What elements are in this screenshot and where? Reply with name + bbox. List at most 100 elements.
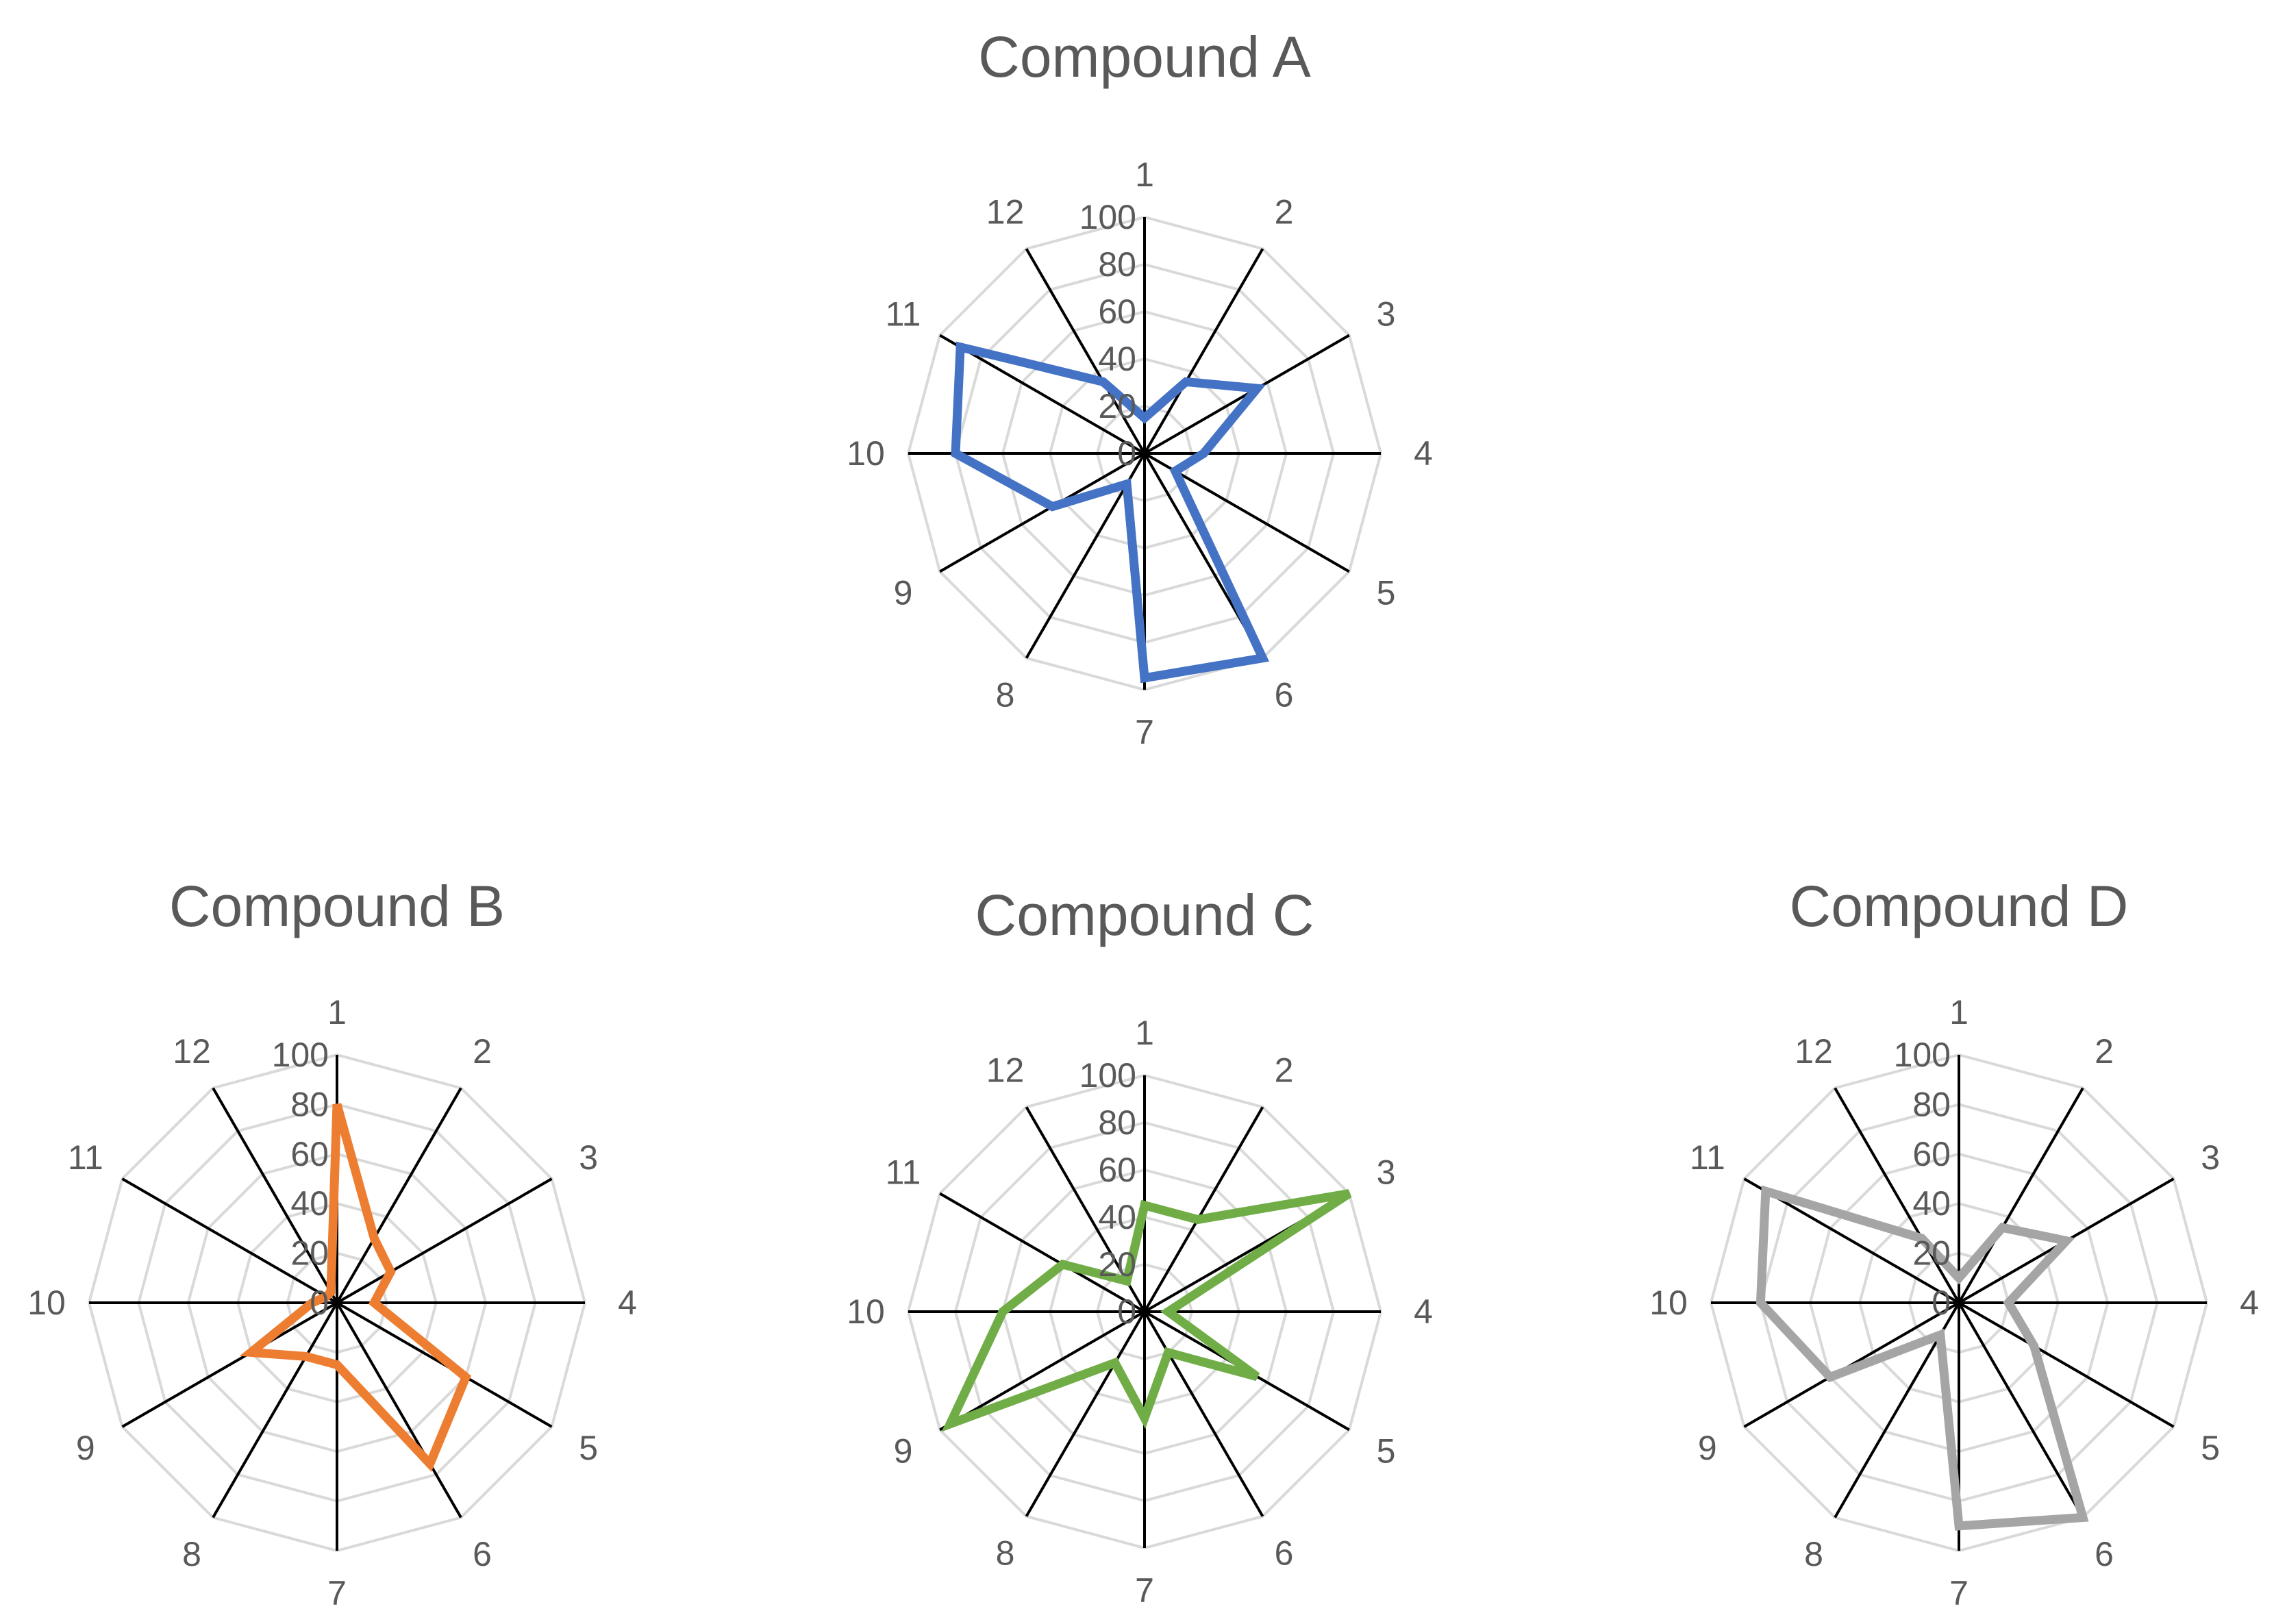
category-label: 12	[1795, 1032, 1833, 1071]
data-point	[373, 1302, 375, 1303]
data-point	[336, 1364, 338, 1366]
category-label: 10	[847, 1292, 885, 1331]
tick-label: 40	[290, 1184, 329, 1223]
axis-spoke	[1958, 1087, 2084, 1303]
category-label: 11	[1690, 1138, 1725, 1177]
tick-label: 100	[1079, 198, 1136, 236]
data-point	[1167, 1351, 1169, 1353]
data-point	[2008, 1302, 2010, 1303]
axis-spoke	[939, 452, 1145, 573]
data-point	[1144, 1204, 1145, 1206]
data-point	[305, 1356, 307, 1358]
category-label: 4	[1414, 434, 1433, 473]
category-label: 9	[76, 1429, 95, 1467]
data-point	[2033, 1345, 2035, 1347]
axis-spoke	[212, 1302, 338, 1519]
category-label: 11	[886, 1153, 921, 1192]
category-label: 6	[2095, 1535, 2114, 1573]
tick-label: 0	[1932, 1284, 1951, 1322]
data-point	[1144, 677, 1145, 679]
data-point	[949, 1423, 951, 1425]
data-point	[325, 1295, 327, 1297]
category-label: 7	[1135, 713, 1154, 751]
data-point	[373, 1237, 375, 1239]
tick-label: 60	[1098, 1151, 1136, 1189]
category-label: 9	[894, 1432, 913, 1471]
data-point	[1958, 1525, 1960, 1527]
data-point	[955, 453, 956, 454]
category-label: 4	[2240, 1284, 2259, 1322]
category-label: 10	[847, 434, 885, 473]
data-point	[1939, 1334, 1941, 1336]
category-label: 7	[327, 1574, 347, 1612]
category-label: 2	[2095, 1032, 2114, 1071]
data-point	[1921, 1237, 1923, 1239]
data-point	[2001, 1227, 2003, 1229]
tick-label: 20	[1912, 1234, 1951, 1273]
data-point	[336, 1103, 338, 1105]
category-label: 6	[1275, 1534, 1294, 1572]
category-label: 10	[27, 1284, 66, 1322]
tick-label: 60	[290, 1135, 329, 1173]
data-point	[1144, 1417, 1145, 1419]
category-label: 6	[473, 1535, 492, 1573]
tick-label: 80	[1098, 1103, 1136, 1142]
axis-spoke	[212, 1087, 338, 1303]
tick-label: 100	[1894, 1036, 1951, 1074]
axis-spoke	[1834, 1087, 1960, 1303]
data-point	[1764, 1190, 1766, 1192]
data-point	[429, 1463, 431, 1465]
category-label: 1	[1135, 155, 1154, 194]
axis-spoke	[336, 1087, 462, 1303]
category-label: 5	[579, 1429, 598, 1467]
tick-label: 20	[290, 1234, 329, 1273]
tick-label: 100	[272, 1036, 329, 1074]
category-label: 1	[1949, 993, 1969, 1032]
tick-label: 60	[1098, 292, 1136, 331]
axis-spoke	[1143, 248, 1264, 454]
axis-spoke	[939, 1192, 1145, 1313]
category-label: 6	[1275, 675, 1294, 714]
tick-label: 60	[1912, 1135, 1951, 1173]
category-label: 9	[1698, 1429, 1717, 1467]
chart-title: Compound C	[975, 883, 1314, 947]
tick-label: 80	[1098, 245, 1136, 284]
data-point	[329, 1291, 332, 1293]
category-label: 12	[173, 1032, 211, 1071]
data-point	[1829, 1376, 1831, 1378]
data-point	[1144, 417, 1145, 419]
data-point	[1262, 657, 1264, 659]
data-point	[1256, 388, 1258, 390]
axis-spoke	[1143, 1106, 1264, 1312]
data-point	[465, 1376, 467, 1378]
category-label: 3	[1377, 1153, 1396, 1192]
axis-spoke	[1025, 248, 1146, 454]
data-point	[960, 346, 962, 348]
data-point	[390, 1271, 392, 1273]
category-label: 1	[1135, 1014, 1154, 1052]
category-label: 12	[986, 193, 1025, 232]
data-point	[1102, 381, 1104, 383]
data-point	[1197, 1219, 1199, 1221]
category-label: 8	[996, 675, 1015, 714]
data-point	[2082, 1516, 2084, 1519]
data-point	[1958, 1277, 1960, 1279]
data-point	[1760, 1302, 1762, 1303]
chart-title: Compound A	[978, 25, 1311, 89]
category-label: 7	[1135, 1571, 1154, 1610]
tick-label: 80	[1912, 1085, 1951, 1123]
tick-label: 20	[1098, 387, 1136, 425]
category-label: 9	[894, 574, 913, 612]
tick-label: 0	[1117, 1292, 1136, 1331]
data-point	[1114, 1362, 1116, 1364]
tick-label: 40	[1098, 1198, 1136, 1236]
data-point	[1126, 1280, 1128, 1282]
axis-spoke	[939, 1310, 1145, 1432]
tick-label: 0	[1117, 434, 1136, 473]
data-point	[250, 1351, 252, 1353]
category-label: 3	[2201, 1138, 2220, 1177]
data-point	[1348, 1192, 1350, 1195]
category-label: 8	[996, 1534, 1015, 1572]
